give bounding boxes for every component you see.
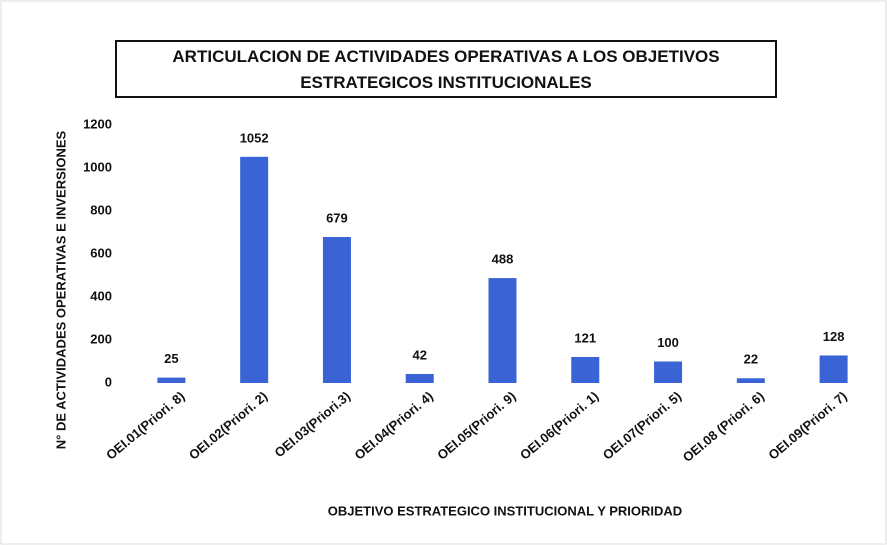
x-tick-label: OEI.09(Priori. 7)	[765, 388, 849, 462]
bar	[819, 355, 848, 383]
x-tick-label: OEI.02(Priori. 2)	[186, 388, 270, 462]
x-tick-label: OEI.05(Priori. 9)	[434, 388, 518, 462]
y-tick-label: 1000	[83, 159, 112, 174]
bar	[405, 373, 434, 383]
y-axis-label: N° DE ACTIVIDADES OPERATIVAS E INVERSION…	[53, 130, 68, 449]
x-axis-label: OBJETIVO ESTRATEGICO INSTITUCIONAL Y PRI…	[328, 503, 682, 518]
data-label: 100	[657, 335, 679, 350]
y-tick-label: 600	[90, 245, 112, 260]
data-label: 22	[744, 352, 758, 367]
data-label: 121	[574, 330, 596, 345]
data-label: 25	[164, 351, 178, 366]
data-label: 1052	[240, 130, 269, 145]
y-tick-label: 400	[90, 288, 112, 303]
data-label: 128	[823, 329, 845, 344]
bar	[571, 356, 600, 383]
bar	[322, 237, 351, 383]
bar	[736, 378, 765, 383]
x-tick-label: OEI.08 (Priori. 6)	[680, 388, 767, 465]
x-tick-label: OEI.06(Priori. 1)	[517, 388, 601, 462]
bar	[654, 361, 683, 383]
y-tick-label: 0	[105, 374, 112, 389]
x-tick-label: OEI.07(Priori. 5)	[600, 388, 684, 462]
data-label: 42	[412, 347, 426, 362]
chart-title: ARTICULACION DE ACTIVIDADES OPERATIVAS A…	[115, 40, 777, 98]
data-label: 679	[326, 210, 348, 225]
data-label: 488	[492, 252, 514, 267]
bar	[488, 278, 517, 383]
bar	[157, 377, 186, 383]
y-tick-label: 1200	[83, 116, 112, 131]
y-tick-label: 200	[90, 331, 112, 346]
bar	[240, 156, 269, 383]
x-tick-label: OEI.03(Priori.3)	[271, 388, 353, 460]
x-tick-label: OEI.01(Priori. 8)	[103, 388, 187, 462]
x-tick-label: OEI.04(Priori. 4)	[351, 388, 435, 462]
y-tick-label: 800	[90, 202, 112, 217]
